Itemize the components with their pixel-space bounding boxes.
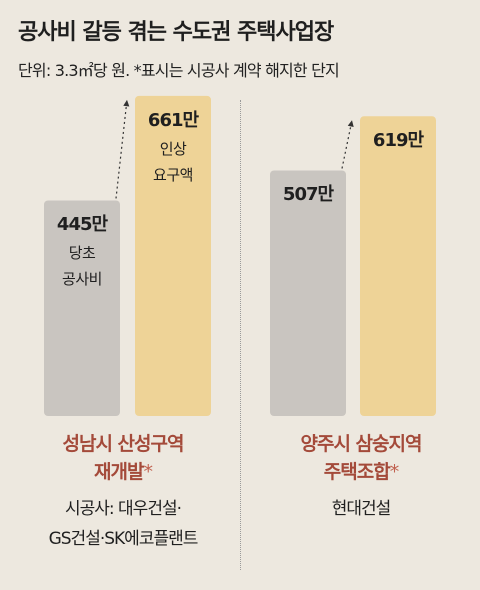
site-name-line: 주택조합* [246,458,476,486]
bar-category-label-original: 당초 공사비 [44,240,120,292]
page-title: 공사비 갈등 겪는 수도권 주택사업장 [18,20,334,45]
bar-value-label-yangju-original: 507만 [282,184,334,206]
site-name-text: 주택조합 [323,461,391,483]
site-name-line: 재개발* [8,458,238,486]
unit-note: 단위: 3.3㎡당 원. *표시는 시공사 계약 해지한 단지 [18,61,340,80]
builder-sungnam: 시공사: 대우건설· GS건설·SK에코플랜트 [8,494,238,554]
bar-category-label-line: 인상 [159,139,187,158]
group-divider [240,100,241,570]
bar-sungnam-original [44,200,120,416]
builder-yangju: 현대건설 [246,494,476,524]
bar-category-label-line: 당초 [68,244,96,263]
increase-arrow-head-sungnam [123,99,130,107]
terminated-mark: * [143,461,152,483]
site-name-yangju: 양주시 삼숭지역 주택조합* [246,430,476,486]
site-name-line: 성남시 산성구역 [62,433,185,455]
bar-category-label-line: 요구액 [153,165,193,184]
site-name-sungnam: 성남시 산성구역 재개발* [8,430,238,486]
terminated-mark: * [389,461,399,483]
bar-category-label-requested: 인상 요구액 [135,136,211,188]
bar-value-label-yangju-requested: 619만 [372,130,424,152]
builder-line: 현대건설 [331,499,392,519]
bar-value-label-sungnam-requested: 661만 [147,109,199,131]
increase-arrow-yangju [341,120,353,169]
increase-arrow-head-yangju [347,120,354,128]
site-name-text: 재개발 [94,461,144,483]
builder-line: GS건설·SK에코플랜트 [48,529,199,549]
increase-arrow-sungnam [115,99,128,199]
bar-yangju-original [270,170,346,416]
builder-line: 시공사: 대우건설· [64,499,182,519]
bar-yangju-requested [360,116,436,417]
bar-category-label-line: 공사비 [62,270,102,289]
bar-sungnam-requested [135,95,211,417]
site-name-line: 양주시 삼숭지역 [300,433,423,455]
bar-value-label-sungnam-original: 445만 [56,214,108,236]
